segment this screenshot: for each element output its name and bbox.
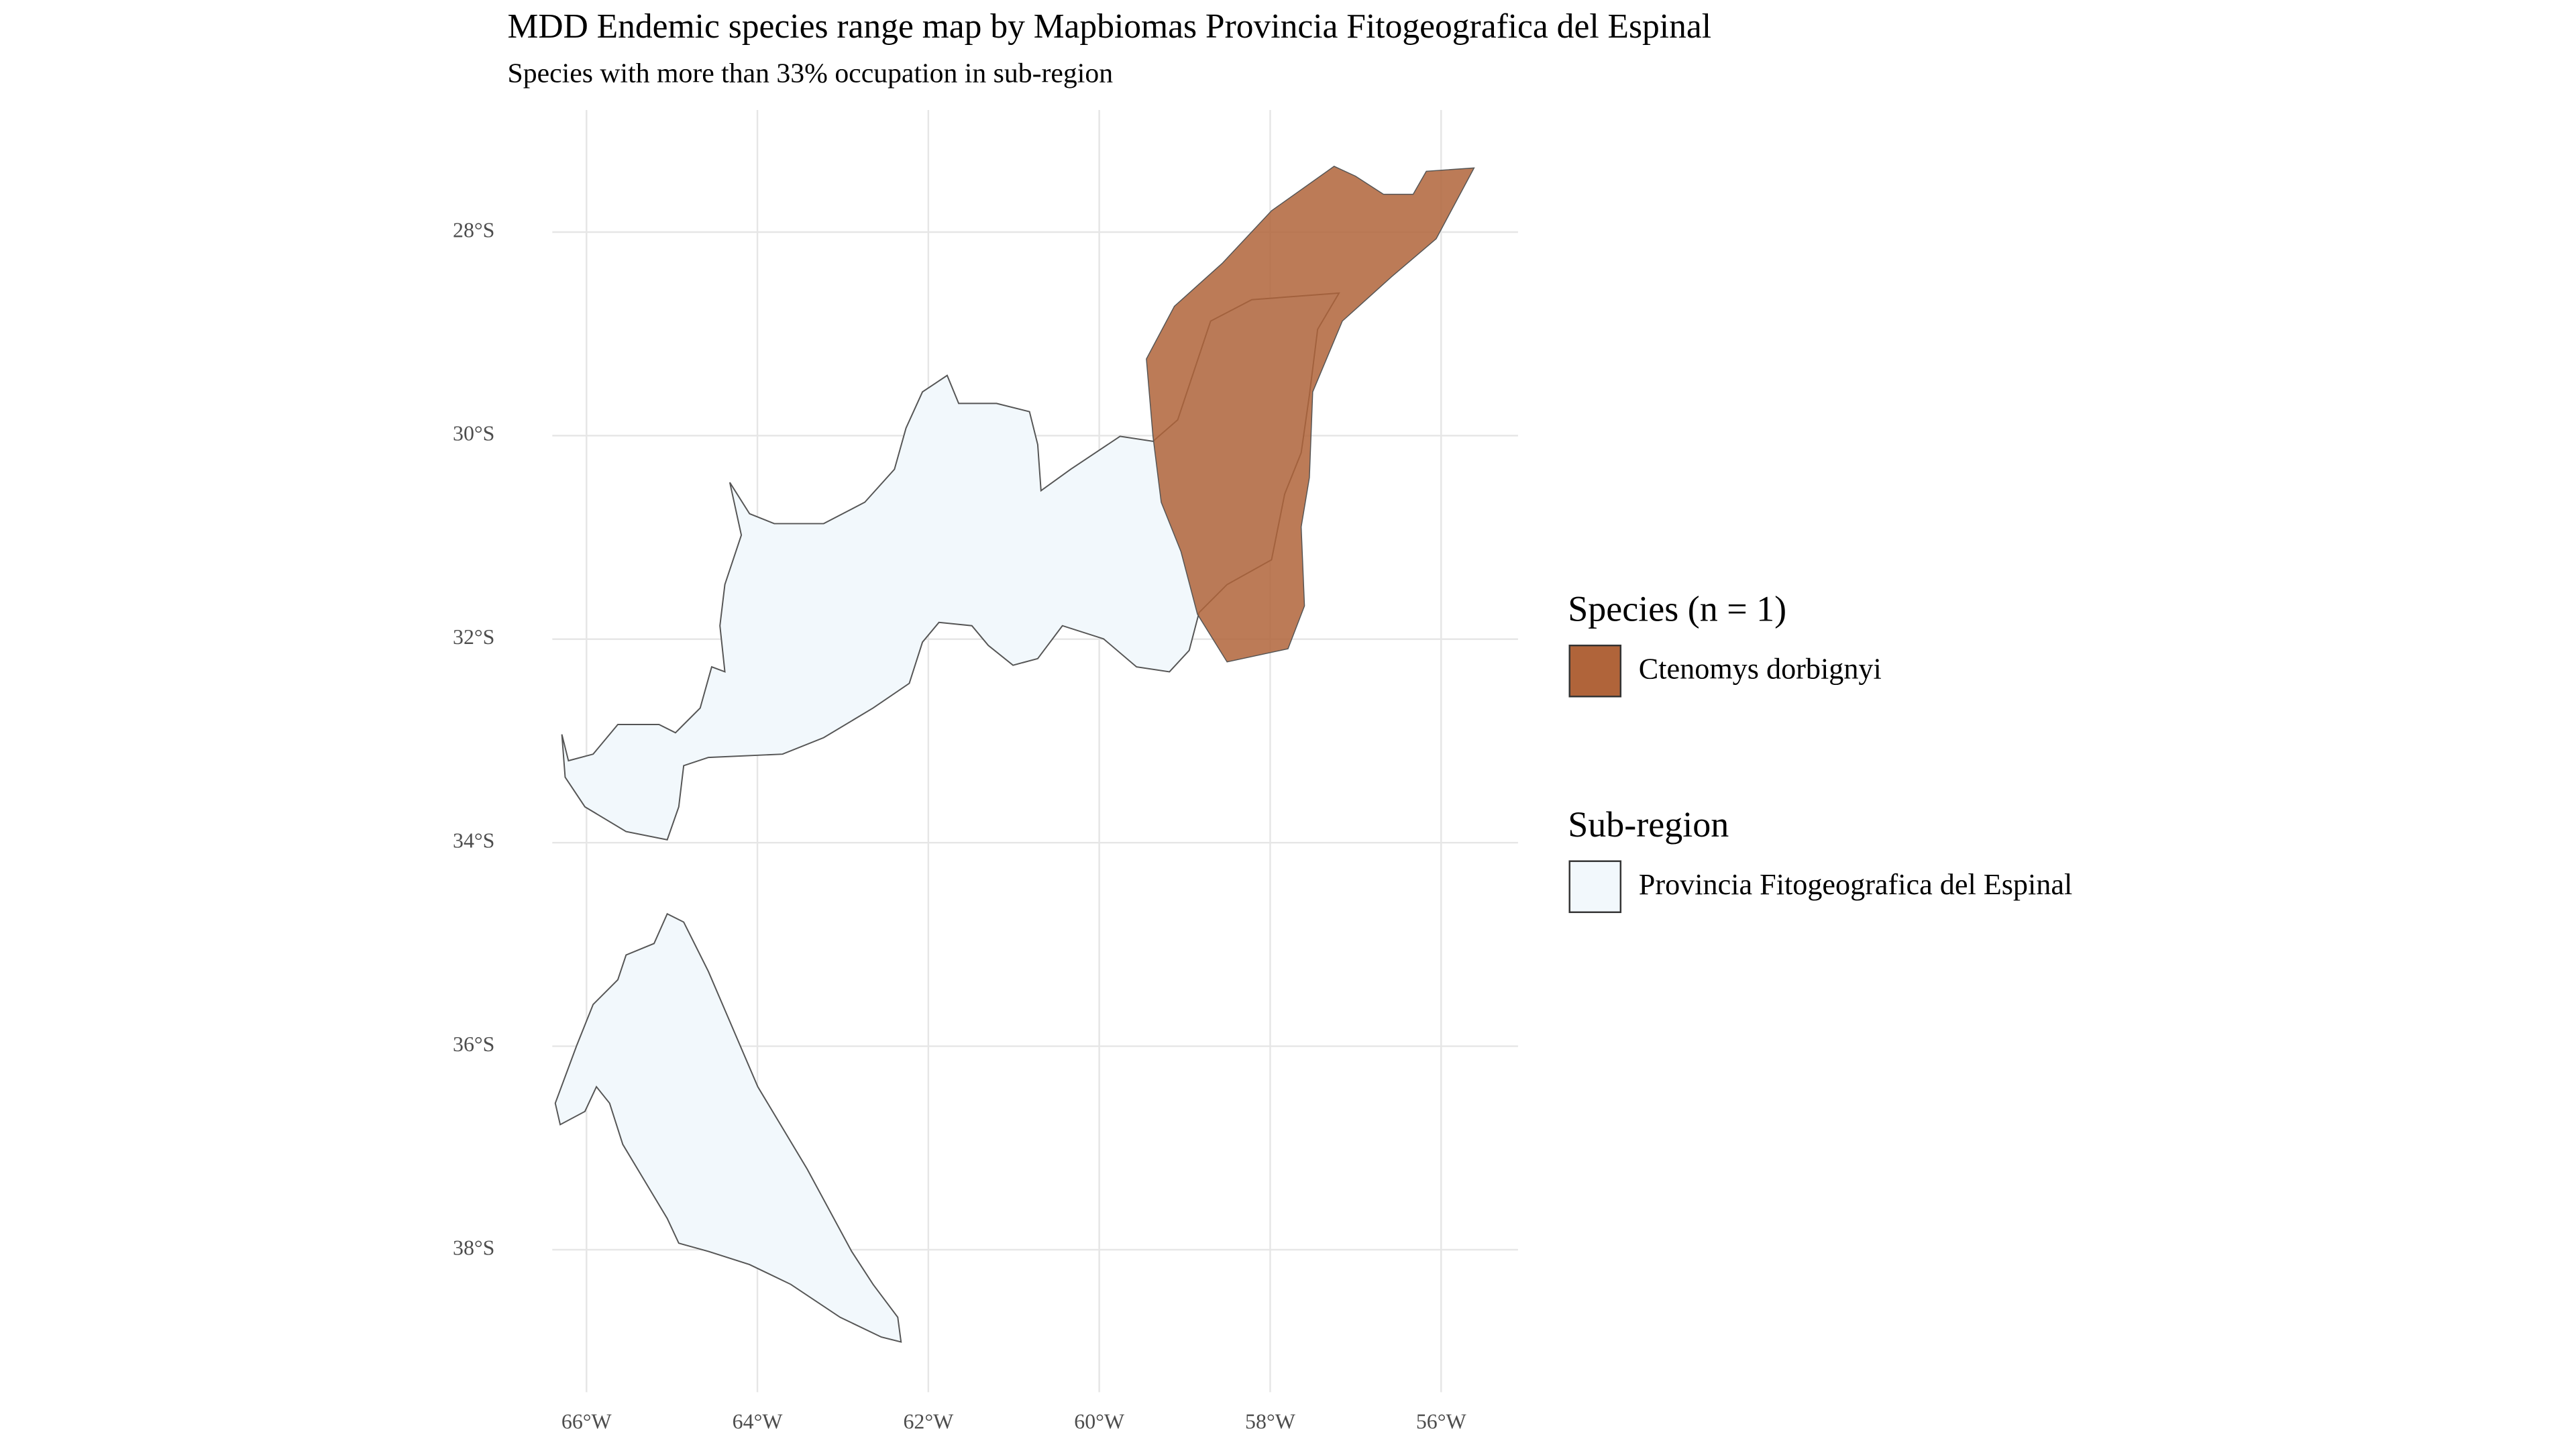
y-tick-label: 38°S (453, 1236, 494, 1259)
x-tick-label: 56°W (1416, 1409, 1467, 1433)
chart-subtitle: Species with more than 33% occupation in… (508, 58, 1114, 89)
y-tick-label: 34°S (453, 828, 494, 852)
legend-label: Ctenomys dorbignyi (1639, 653, 1882, 686)
legend-swatch (1568, 644, 1622, 698)
legend-title: Sub-region (1568, 804, 1729, 845)
legend: Species (n = 1) Ctenomys dorbignyi Sub-reg… (1568, 588, 2072, 914)
y-tick-label: 28°S (453, 218, 494, 241)
x-tick-label: 58°W (1245, 1409, 1296, 1433)
grid: 66°W 64°W 62°W 60°W 58°W 56°W 28°S 30°S 32°S 34°S… (453, 109, 1518, 1433)
legend-swatch (1568, 860, 1622, 914)
y-tick-label: 30°S (453, 422, 494, 445)
x-tick-label: 60°W (1074, 1409, 1125, 1433)
x-tick-label: 66°W (561, 1409, 612, 1433)
subregion-south (554, 912, 902, 1343)
chart-title: MDD Endemic species range map by Mapbiom… (508, 7, 1712, 46)
y-tick-label: 32°S (453, 625, 494, 649)
x-tick-label: 62°W (903, 1409, 954, 1433)
y-tick-label: 36°S (453, 1032, 494, 1056)
regions (554, 166, 1475, 1343)
species-range (1146, 166, 1475, 663)
legend-label: Provincia Fitogeografica del Espinal (1639, 868, 2072, 901)
x-tick-label: 64°W (733, 1409, 784, 1433)
legend-title: Species (n = 1) (1568, 588, 1786, 629)
